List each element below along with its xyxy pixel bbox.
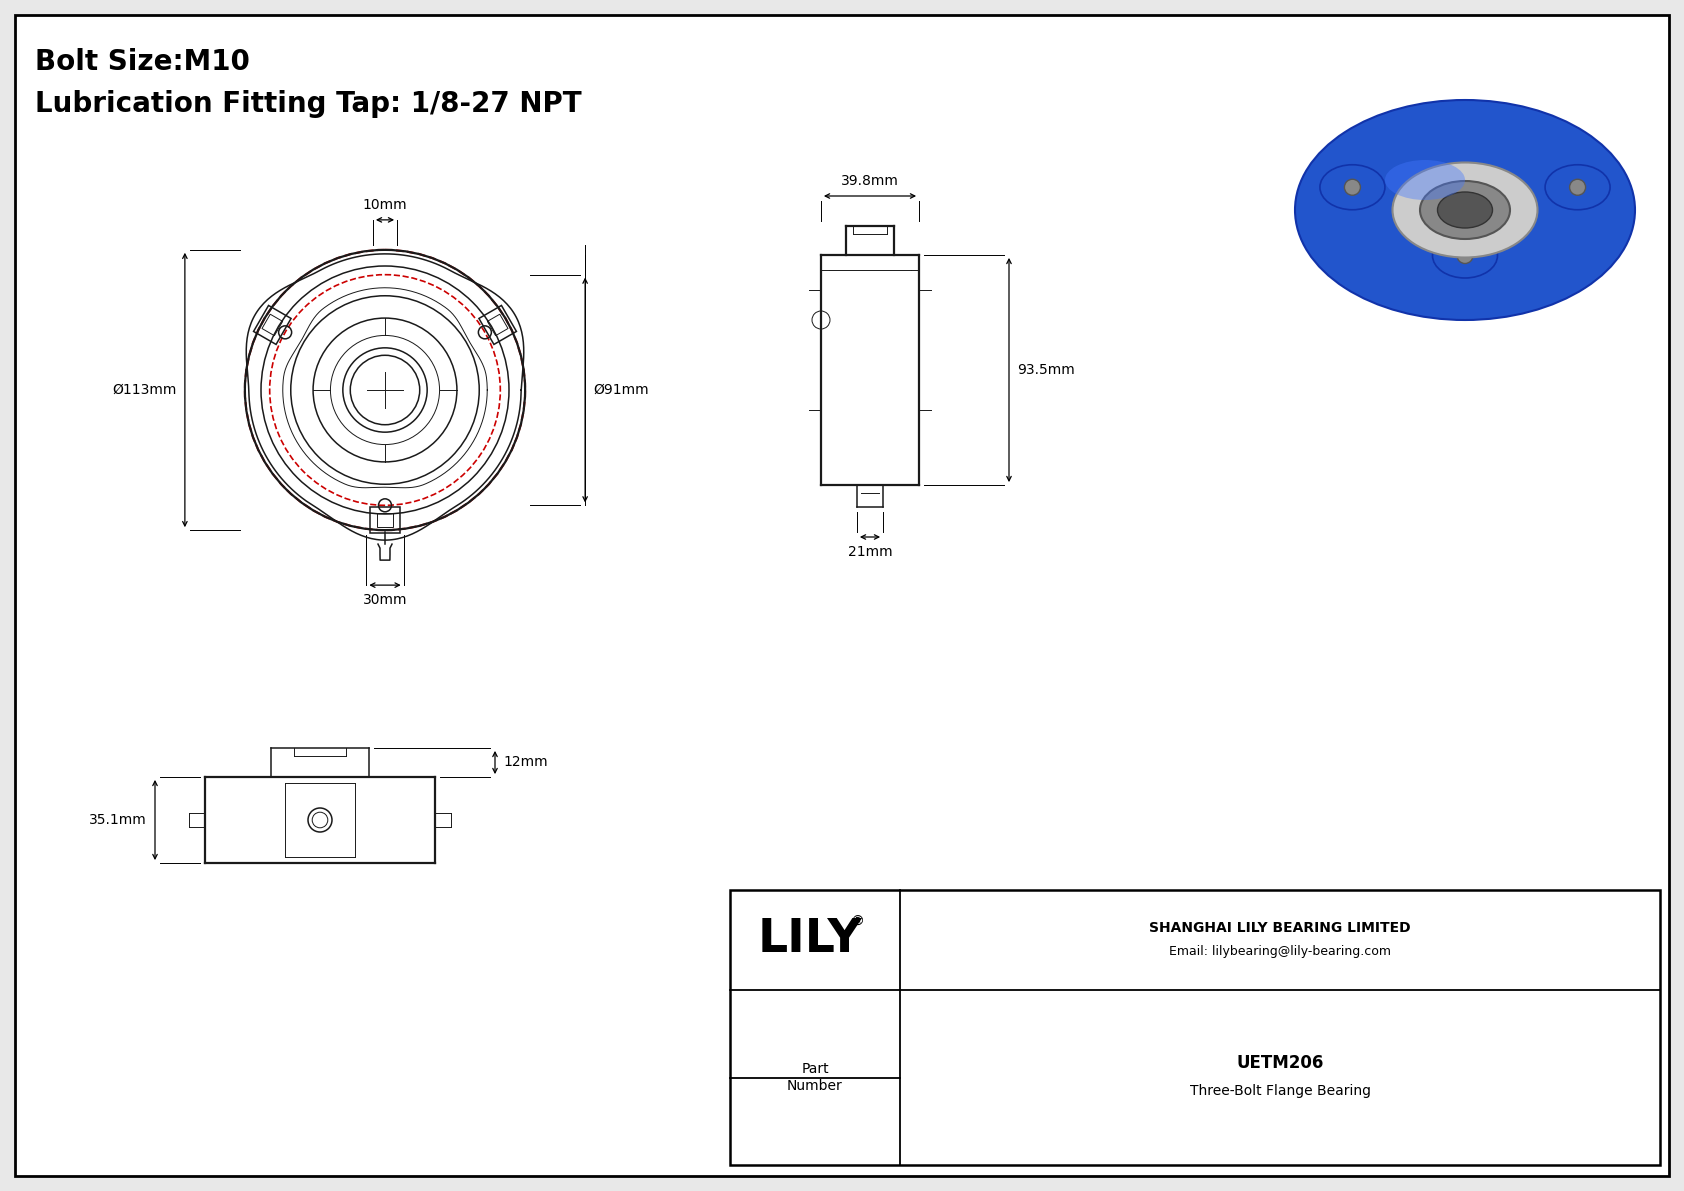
Text: 21mm: 21mm <box>847 545 893 559</box>
Bar <box>478 305 517 344</box>
Text: Part
Number: Part Number <box>786 1062 844 1092</box>
Bar <box>370 507 401 534</box>
Ellipse shape <box>1420 181 1511 239</box>
Bar <box>263 314 283 336</box>
Text: SHANGHAI LILY BEARING LIMITED: SHANGHAI LILY BEARING LIMITED <box>1148 921 1411 935</box>
Text: 39.8mm: 39.8mm <box>840 174 899 188</box>
Text: 93.5mm: 93.5mm <box>1017 363 1074 378</box>
Ellipse shape <box>1546 164 1610 210</box>
Text: ®: ® <box>850 915 864 929</box>
Text: 30mm: 30mm <box>362 593 408 607</box>
Text: UETM206: UETM206 <box>1236 1054 1324 1073</box>
Text: Ø91mm: Ø91mm <box>593 384 648 397</box>
Text: Three-Bolt Flange Bearing: Three-Bolt Flange Bearing <box>1189 1085 1371 1098</box>
Bar <box>254 305 291 344</box>
Ellipse shape <box>1295 100 1635 320</box>
Text: 10mm: 10mm <box>362 198 408 212</box>
Text: LILY: LILY <box>758 917 862 962</box>
Ellipse shape <box>1433 233 1497 278</box>
Circle shape <box>1344 180 1361 195</box>
Text: Email: lilybearing@lily-bearing.com: Email: lilybearing@lily-bearing.com <box>1169 946 1391 959</box>
Text: 35.1mm: 35.1mm <box>89 813 147 827</box>
Circle shape <box>1457 248 1474 263</box>
Ellipse shape <box>1384 160 1465 200</box>
Bar <box>377 513 394 528</box>
Ellipse shape <box>1393 162 1537 257</box>
Text: Ø113mm: Ø113mm <box>113 384 177 397</box>
Bar <box>729 890 1660 1165</box>
Ellipse shape <box>1320 164 1384 210</box>
Ellipse shape <box>1438 192 1492 227</box>
Text: Bolt Size:M10: Bolt Size:M10 <box>35 48 249 76</box>
Text: 12mm: 12mm <box>504 755 547 769</box>
Text: Lubrication Fitting Tap: 1/8-27 NPT: Lubrication Fitting Tap: 1/8-27 NPT <box>35 91 581 118</box>
Circle shape <box>1569 180 1586 195</box>
Bar <box>487 314 509 336</box>
